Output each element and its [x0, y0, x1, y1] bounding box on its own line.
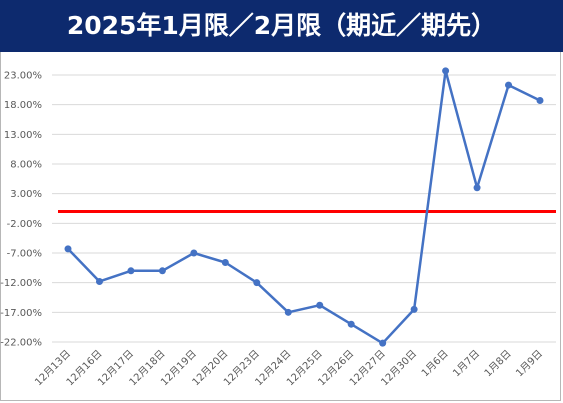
y-tick-label: -17.00%: [0, 308, 42, 319]
data-point: [95, 277, 103, 285]
x-tick-label: 1月8日: [482, 348, 514, 380]
y-tick-label: -7.00%: [7, 249, 42, 260]
title-bar: 2025年1月限／2月限（期近／期先）: [0, 0, 563, 52]
x-tick-label: 1月9日: [513, 348, 545, 380]
y-tick-label: -2.00%: [7, 219, 42, 230]
x-tick-label: 1月6日: [419, 348, 451, 380]
series-line: [67, 69, 541, 345]
y-tick-label: 13.00%: [4, 130, 42, 141]
data-point: [536, 97, 544, 105]
series-points: [64, 67, 544, 347]
chart-title: 2025年1月限／2月限（期近／期先）: [66, 11, 497, 40]
data-point: [410, 305, 418, 313]
y-tick-label: 3.00%: [10, 189, 42, 200]
line-chart: 23.00% 18.00% 13.00% 8.00% 3.00% -2.00% -7.00%…: [0, 67, 556, 389]
series-line-path: [67, 69, 541, 345]
gridlines: [52, 74, 556, 343]
y-axis-tick-labels: 23.00% 18.00% 13.00% 8.00% 3.00% -2.00% -7.00%…: [0, 71, 42, 349]
data-point: [190, 249, 198, 257]
data-point: [505, 81, 513, 89]
y-tick-label: -12.00%: [0, 278, 42, 289]
data-point: [64, 245, 72, 253]
y-tick-label: 18.00%: [4, 100, 42, 111]
data-point: [379, 339, 387, 347]
data-point: [316, 301, 324, 309]
data-point: [158, 267, 166, 275]
data-point: [221, 258, 229, 266]
data-point: [473, 184, 481, 192]
y-tick-label: 8.00%: [10, 160, 42, 171]
y-tick-label: 23.00%: [4, 71, 42, 82]
data-point: [347, 320, 355, 328]
data-point: [442, 67, 450, 75]
x-axis-tick-labels: 12月13日12月16日12月17日12月18日12月19日12月20日12月2…: [32, 348, 545, 389]
y-tick-label: -22.00%: [0, 338, 42, 349]
x-tick-label: 1月7日: [451, 348, 483, 380]
data-point: [127, 267, 135, 275]
data-point: [284, 308, 292, 316]
data-point: [253, 279, 261, 287]
